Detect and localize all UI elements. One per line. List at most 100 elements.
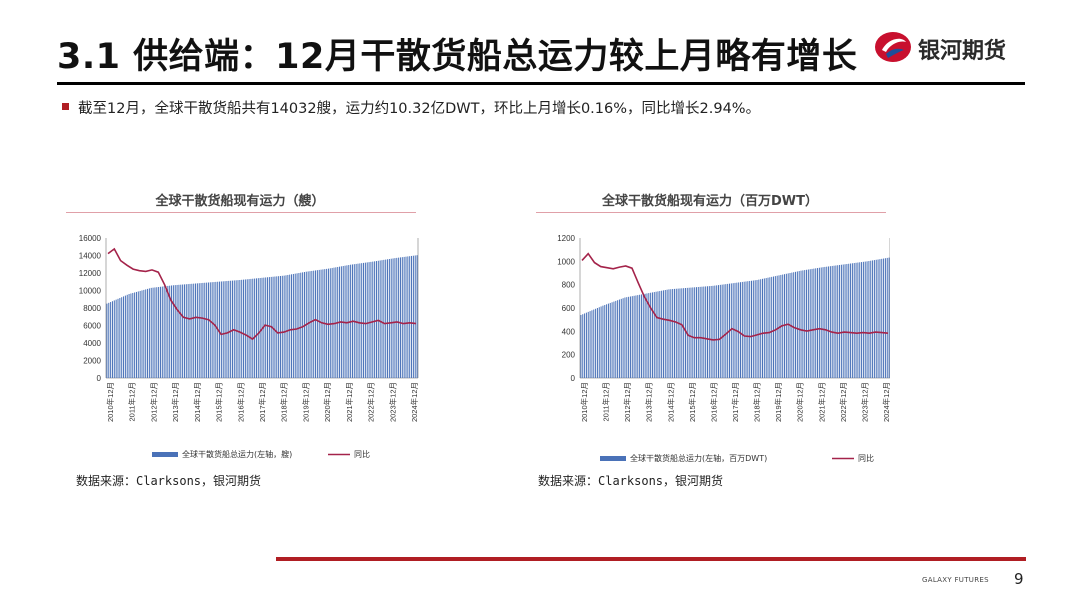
bar: [732, 283, 734, 378]
bar: [617, 300, 619, 378]
bar: [628, 296, 630, 378]
bar: [379, 260, 381, 378]
bar: [134, 292, 136, 378]
bullet-text: 截至12月，全球干散货船共有14032艘，运力约10.32亿DWT，环比上月增长…: [78, 101, 761, 117]
bar: [800, 270, 802, 378]
bar: [318, 269, 320, 378]
chart-plot: 0200040006000800010000120001400016000-4%…: [79, 234, 419, 459]
bar: [202, 282, 204, 378]
bar: [239, 280, 241, 378]
bar: [846, 264, 848, 378]
x-tick-label: 2013年12月: [644, 382, 654, 422]
bar: [745, 281, 747, 378]
bar: [327, 268, 329, 378]
chart-title: 全球干散货船现有运力（艘）: [155, 194, 325, 209]
bar: [331, 267, 333, 378]
bar: [659, 291, 661, 378]
bar: [394, 258, 396, 378]
bar: [807, 269, 809, 378]
bar: [407, 256, 409, 378]
bar: [108, 302, 110, 378]
bar: [883, 258, 885, 378]
bar: [313, 270, 315, 378]
bar: [161, 286, 163, 378]
bar: [809, 269, 811, 378]
bar: [171, 285, 173, 378]
bar: [582, 314, 584, 378]
bar: [182, 284, 184, 378]
bar: [716, 285, 718, 378]
bar: [609, 302, 611, 378]
bar: [703, 286, 705, 378]
bar: [822, 267, 824, 378]
bar: [681, 288, 683, 378]
bar: [237, 280, 239, 378]
x-tick-label: 2012年12月: [148, 382, 158, 422]
y-tick-label-left: 12000: [79, 269, 102, 278]
y-tick-label-left: 0: [97, 374, 102, 383]
bar: [176, 284, 178, 378]
bar: [143, 289, 145, 378]
bar: [141, 290, 143, 378]
bar: [679, 288, 681, 378]
page-number: 9: [1014, 570, 1024, 588]
bar: [684, 288, 686, 378]
x-tick-label: 2011年12月: [601, 382, 611, 421]
chart-plot: 020040060080010001200-5%0%5%10%15%20%201…: [557, 234, 890, 463]
bar: [165, 286, 167, 378]
chart-vessel-count: 全球干散货船现有运力（艘） 0 2000 4000 6000 8000 10000 1200…: [60, 190, 420, 500]
bar: [355, 263, 357, 378]
bar: [377, 260, 379, 378]
legend-label-line: 同比: [858, 453, 874, 463]
y-tick-label-left: 200: [562, 351, 576, 360]
bar: [886, 257, 888, 378]
yoy-line: [581, 252, 889, 341]
bar: [147, 288, 149, 378]
bar: [135, 291, 137, 378]
bar: [747, 281, 749, 378]
bar: [848, 263, 850, 378]
y-tick-label-left: 400: [562, 327, 576, 336]
bar: [113, 300, 115, 378]
x-tick-label: 2020年12月: [795, 382, 805, 422]
bar: [359, 263, 361, 378]
bar: [758, 279, 760, 378]
x-tick-label: 2024年12月: [409, 382, 419, 422]
bar: [307, 271, 309, 378]
bar: [629, 296, 631, 378]
bar: [673, 288, 675, 378]
bar: [785, 273, 787, 378]
bar: [126, 294, 128, 378]
bar: [721, 284, 723, 378]
bar: [613, 301, 615, 378]
bar: [115, 299, 117, 378]
bar: [311, 270, 313, 378]
bar: [187, 284, 189, 378]
bar: [683, 288, 685, 378]
bar: [416, 255, 418, 378]
bar: [804, 270, 806, 378]
y-tick-label-left: 1000: [557, 257, 575, 266]
x-tick-label: 2016年12月: [235, 382, 245, 422]
bar: [756, 280, 758, 378]
x-tick-label: 2019年12月: [300, 382, 310, 422]
bar: [771, 276, 773, 378]
bar: [111, 301, 113, 378]
bar: [250, 278, 252, 378]
bar: [705, 286, 707, 378]
x-tick-label: 2018年12月: [279, 382, 289, 422]
chart-dwt-capacity: 全球干散货船现有运力（百万DWT） 020040060080010001200-…: [530, 190, 890, 500]
bar: [741, 281, 743, 378]
bar: [730, 283, 732, 378]
chart-title-rule: [536, 212, 886, 213]
bar: [881, 258, 883, 378]
bar: [148, 288, 150, 378]
bar: [657, 291, 659, 378]
x-tick-label: 2022年12月: [366, 382, 376, 422]
bar: [183, 284, 185, 378]
bar: [751, 280, 753, 378]
bar: [727, 283, 729, 378]
bar: [213, 282, 215, 378]
bar: [635, 295, 637, 378]
bar: [859, 262, 861, 378]
